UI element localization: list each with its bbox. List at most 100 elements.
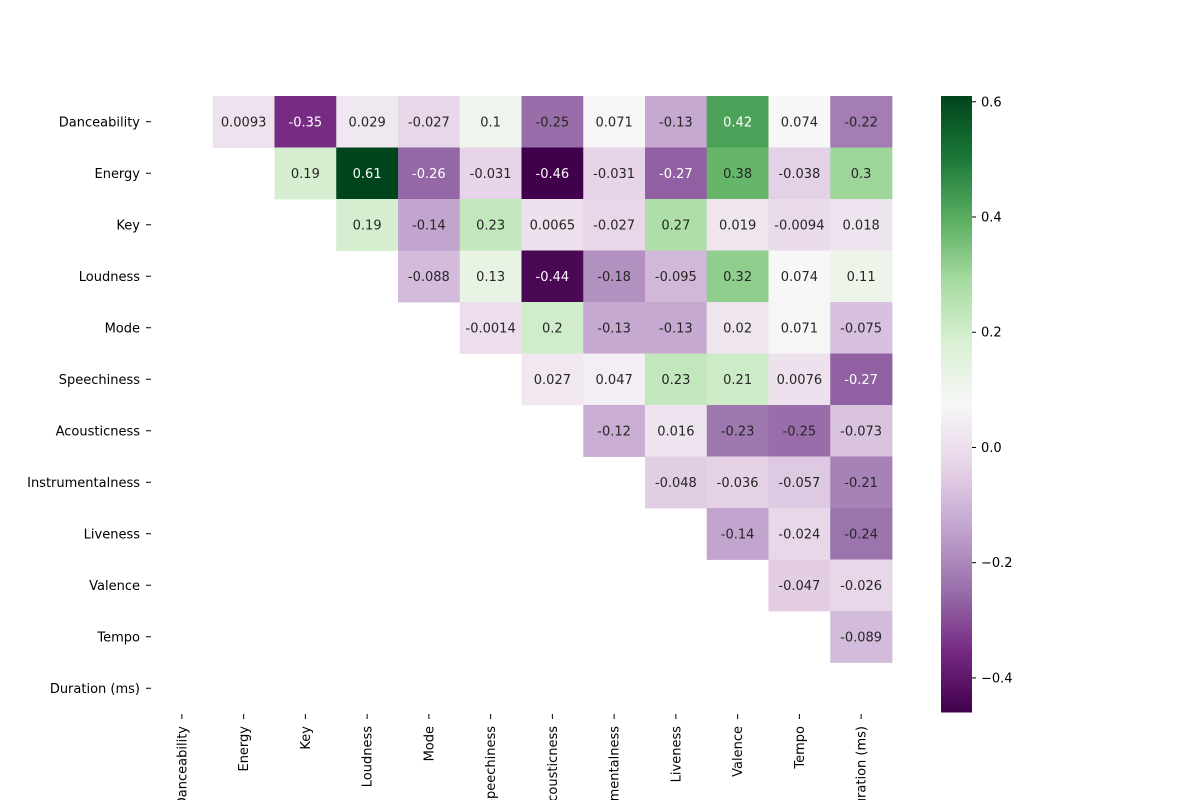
cell-value-label: -0.024 <box>778 527 820 542</box>
colorbar-tick-label: 0.6 <box>981 95 1002 110</box>
heatmap-cell-mode-speechiness <box>459 302 522 354</box>
colorbar-tick-label: 0.4 <box>981 210 1002 225</box>
heatmap-cell-speechiness-acousticness <box>521 353 584 406</box>
cell-value-label: 0.27 <box>661 218 690 233</box>
cell-value-label: 0.016 <box>657 424 694 439</box>
heatmap-cell-energy-key <box>274 147 337 200</box>
cell-value-label: -0.27 <box>659 167 693 182</box>
cell-value-label: -0.18 <box>597 270 631 285</box>
heatmap-cell-energy-loudness <box>336 147 399 200</box>
cell-value-label: 0.071 <box>781 321 818 336</box>
x-tick-label-key: Key <box>299 726 314 750</box>
cell-value-label: -0.24 <box>844 527 878 542</box>
heatmap-cell-key-tempo <box>768 199 831 251</box>
heatmap-cell-key-loudness <box>336 199 399 251</box>
heatmap-cell-danceability-duration-ms <box>830 96 893 148</box>
heatmap-cell-danceability-loudness <box>336 96 399 148</box>
cell-value-label: -0.073 <box>840 424 882 439</box>
cell-value-label: -0.036 <box>717 476 759 491</box>
heatmap-cell-speechiness-liveness <box>645 353 708 406</box>
heatmap-cell-instrumentalness-duration-ms <box>830 456 893 509</box>
y-axis: Danceability Energy Key Loudness Mode Speechi… <box>27 115 151 697</box>
heatmap-cell-loudness-mode <box>398 250 461 303</box>
heatmap-cell-danceability-acousticness <box>521 96 584 148</box>
heatmap-cell-key-instrumentalness <box>583 199 646 251</box>
cell-value-label: -0.0014 <box>466 321 516 336</box>
heatmap-cell-danceability-tempo <box>768 96 831 148</box>
heatmap-cell-danceability-speechiness <box>459 96 522 148</box>
cell-value-label: 0.13 <box>476 270 505 285</box>
heatmap-cell-key-liveness <box>645 199 708 251</box>
heatmap-cell-acousticness-valence <box>706 405 769 457</box>
heatmap-cells <box>212 96 893 663</box>
cell-value-label: -0.027 <box>408 115 450 130</box>
cell-value-label: 0.02 <box>723 321 752 336</box>
y-tick-label-energy: Energy <box>94 167 140 182</box>
y-tick-label-mode: Mode <box>105 321 140 336</box>
cell-value-label: 0.0065 <box>530 218 576 233</box>
heatmap-cell-loudness-tempo <box>768 250 831 303</box>
x-tick-label-acousticness: Acousticness <box>546 726 561 800</box>
cell-value-label: 0.018 <box>843 218 880 233</box>
x-tick-label-liveness: Liveness <box>669 726 684 783</box>
cell-value-label: -0.026 <box>840 579 882 594</box>
cell-value-label: 0.2 <box>542 321 563 336</box>
x-tick-label-energy: Energy <box>237 726 252 772</box>
cell-value-label: 0.019 <box>719 218 756 233</box>
heatmap-cell-danceability-instrumentalness <box>583 96 646 148</box>
cell-value-label: 0.0076 <box>777 373 823 388</box>
cell-value-label: 0.029 <box>349 115 386 130</box>
cell-value-label: 0.047 <box>596 373 633 388</box>
cell-value-label: 0.21 <box>723 373 752 388</box>
cell-value-label: -0.13 <box>659 115 693 130</box>
heatmap-cell-acousticness-duration-ms <box>830 405 893 457</box>
heatmap-cell-valence-duration-ms <box>830 559 893 612</box>
cell-value-label: 0.38 <box>723 167 752 182</box>
heatmap-cell-instrumentalness-valence <box>706 456 769 509</box>
cell-value-label: -0.031 <box>470 167 512 182</box>
y-tick-label-tempo: Tempo <box>96 630 140 645</box>
heatmap-cell-danceability-liveness <box>645 96 708 148</box>
y-tick-label-valence: Valence <box>89 579 140 594</box>
heatmap-cell-speechiness-tempo <box>768 353 831 406</box>
x-tick-label-valence: Valence <box>731 726 746 777</box>
heatmap-cell-speechiness-duration-ms <box>830 353 893 406</box>
cell-value-label: -0.088 <box>408 270 450 285</box>
heatmap-cell-valence-tempo <box>768 559 831 612</box>
heatmap-cell-loudness-duration-ms <box>830 250 893 303</box>
cell-value-label: 0.32 <box>723 270 752 285</box>
heatmap-cell-acousticness-tempo <box>768 405 831 457</box>
heatmap-cell-liveness-valence <box>706 508 769 560</box>
x-tick-label-tempo: Tempo <box>793 726 808 770</box>
cell-value-label: -0.0094 <box>774 218 824 233</box>
cell-value-label: -0.048 <box>655 476 697 491</box>
heatmap-cell-liveness-duration-ms <box>830 508 893 560</box>
y-tick-label-speechiness: Speechiness <box>59 373 141 388</box>
heatmap-cell-energy-acousticness <box>521 147 584 200</box>
heatmap-cell-loudness-acousticness <box>521 250 584 303</box>
y-tick-label-key: Key <box>116 218 140 233</box>
x-tick-label-instrumentalness: Instrumentalness <box>608 726 623 800</box>
x-tick-label-duration-ms: Duration (ms) <box>855 726 870 800</box>
colorbar-tick-label: 0.0 <box>981 441 1002 456</box>
heatmap-cell-danceability-valence <box>706 96 769 148</box>
heatmap-cell-key-acousticness <box>521 199 584 251</box>
x-axis: Danceability Energy Key Loudness Mode Speechi… <box>175 714 870 800</box>
cell-value-label: 0.11 <box>847 270 876 285</box>
cell-value-label: -0.038 <box>778 167 820 182</box>
heatmap-cell-instrumentalness-liveness <box>645 456 708 509</box>
cell-value-label: 0.0093 <box>221 115 267 130</box>
cell-value-label: -0.047 <box>778 579 820 594</box>
heatmap-cell-loudness-speechiness <box>459 250 522 303</box>
heatmap-cell-key-valence <box>706 199 769 251</box>
cell-value-label: -0.095 <box>655 270 697 285</box>
cell-value-label: -0.21 <box>844 476 878 491</box>
cell-value-label: -0.13 <box>659 321 693 336</box>
heatmap-cell-instrumentalness-tempo <box>768 456 831 509</box>
cell-value-label: -0.26 <box>412 167 446 182</box>
cell-value-label: -0.14 <box>412 218 446 233</box>
heatmap-cell-tempo-duration-ms <box>830 611 893 663</box>
cell-value-label: 0.23 <box>661 373 690 388</box>
heatmap-cell-mode-liveness <box>645 302 708 354</box>
